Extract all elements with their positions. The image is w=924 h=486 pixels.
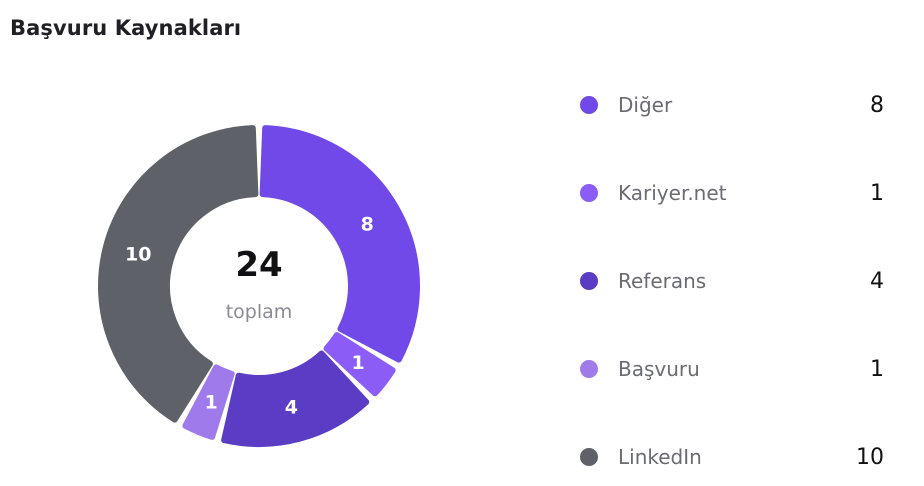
donut-slice-label-1: 1	[352, 352, 365, 374]
donut-slice-1[interactable]	[323, 332, 396, 397]
legend-value: 10	[856, 444, 884, 470]
legend-value: 8	[870, 92, 884, 118]
donut-slice-4[interactable]	[98, 125, 259, 423]
chart-title: Başvuru Kaynakları	[10, 16, 242, 40]
legend-item[interactable]: Diğer 8	[580, 90, 884, 120]
legend-swatch	[580, 272, 598, 290]
legend-value: 1	[870, 180, 884, 206]
legend-swatch	[580, 448, 598, 466]
legend-swatch	[580, 360, 598, 378]
legend-swatch	[580, 184, 598, 202]
donut-slice-label-0: 8	[361, 214, 374, 236]
legend-label: Başvuru	[618, 357, 700, 381]
legend-item[interactable]: Referans 4	[580, 266, 884, 296]
donut-chart: 8 1 4 1 10 24 toplam	[98, 125, 420, 447]
legend-label: Kariyer.net	[618, 181, 727, 205]
donut-slice-label-4: 10	[125, 244, 151, 266]
center-total-label: toplam	[226, 301, 293, 323]
legend-item[interactable]: LinkedIn 10	[580, 442, 884, 472]
legend-item[interactable]: Başvuru 1	[580, 354, 884, 384]
legend-item[interactable]: Kariyer.net 1	[580, 178, 884, 208]
legend-label: LinkedIn	[618, 445, 702, 469]
center-total-value: 24	[235, 245, 282, 285]
legend-value: 4	[870, 268, 884, 294]
donut-slice-0[interactable]	[259, 125, 420, 363]
donut-slice-3[interactable]	[182, 364, 235, 440]
legend-value: 1	[870, 356, 884, 382]
legend-label: Diğer	[618, 93, 673, 117]
legend-swatch	[580, 96, 598, 114]
legend-label: Referans	[618, 269, 707, 293]
donut-slice-2[interactable]	[221, 350, 370, 447]
donut-slice-label-3: 1	[205, 391, 218, 413]
donut-slice-label-2: 4	[285, 397, 298, 419]
